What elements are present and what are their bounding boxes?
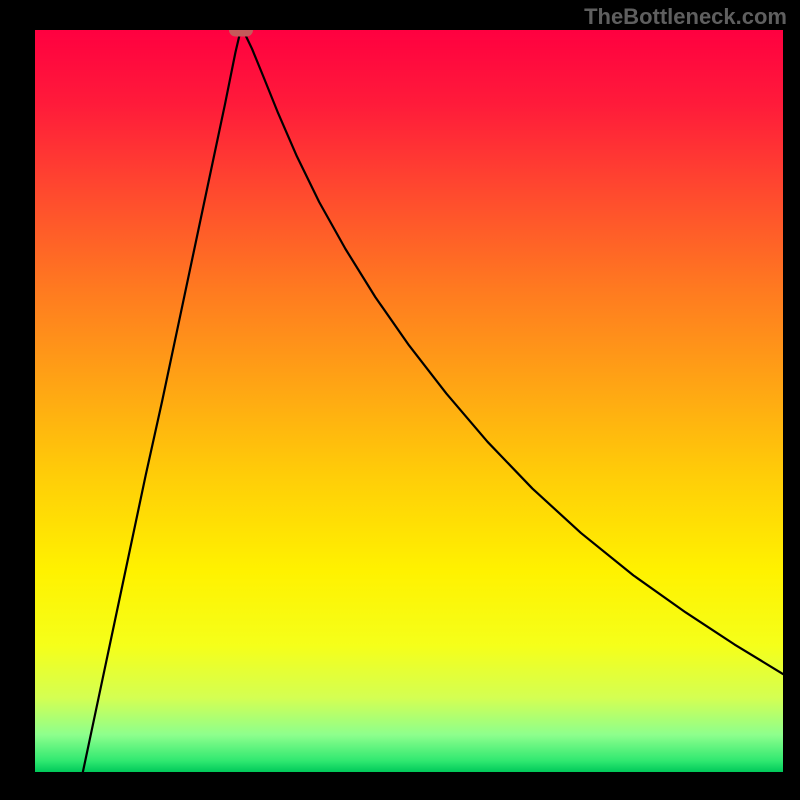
curve-layer	[35, 30, 783, 772]
watermark-text: TheBottleneck.com	[584, 4, 787, 30]
optimum-marker	[229, 30, 253, 37]
bottleneck-curve	[83, 30, 783, 772]
plot-area	[35, 30, 783, 772]
